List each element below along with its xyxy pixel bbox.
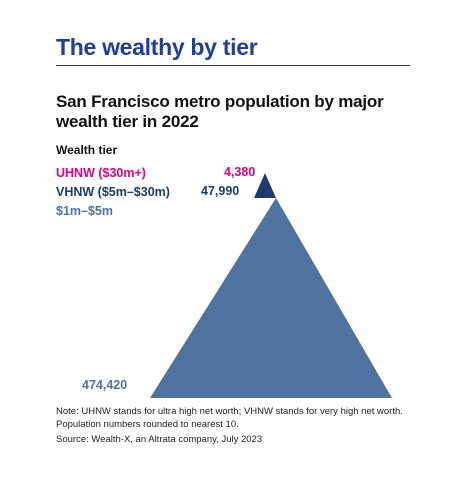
chart-note: Note: UHNW stands for ultra high net wor… xyxy=(56,406,403,430)
chart-source: Source: Wealth-X, an Altrata company, Ju… xyxy=(56,434,263,445)
data-label-vhnw: 47,990 xyxy=(201,184,239,198)
legend-item-1m-5m: $1m–$5m xyxy=(56,204,113,218)
chart-headline: The wealthy by tier xyxy=(56,34,258,60)
pyramid-segment-1m-5m xyxy=(150,198,392,398)
pyramid-segment-uhnw xyxy=(254,173,276,198)
data-label-uhnw: 4,380 xyxy=(224,165,255,179)
chart-title: San Francisco metro population by major … xyxy=(56,92,384,131)
legend-item-vhnw: VHNW ($5m–$30m) xyxy=(56,185,170,199)
data-label-1m-5m: 474,420 xyxy=(82,378,127,392)
legend-item-uhnw: UHNW ($30m+) xyxy=(56,166,146,180)
headline-divider xyxy=(56,65,410,66)
legend-title: Wealth tier xyxy=(56,143,118,157)
